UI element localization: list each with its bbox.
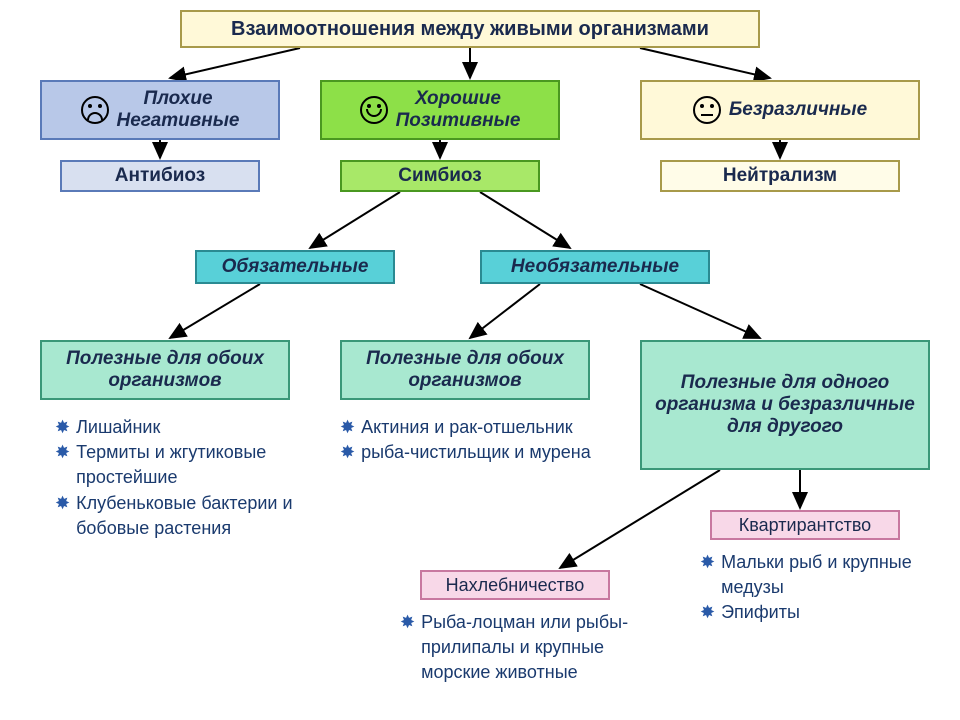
sub-neutral: Нейтрализм [660,160,900,192]
example-item: ✸Мальки рыб и крупные медузы [700,550,940,600]
neg-line1: Плохие [117,88,240,110]
sub-pos-text: Симбиоз [398,165,481,187]
leaf3-text: Полезные для одного организма и безразли… [648,372,922,438]
category-positive: Хорошие Позитивные [320,80,560,140]
example-item: ✸Рыба-лоцман или рыбы-прилипалы и крупны… [400,610,640,686]
neutral-face-icon [693,96,721,124]
bullet-star-icon: ✸ [55,491,70,516]
bullet-star-icon: ✸ [700,600,715,625]
happy-face-icon [360,96,388,124]
bullet-star-icon: ✸ [340,415,355,440]
pink-freeloading: Нахлебничество [420,570,610,600]
leaf1-text: Полезные для обоих организмов [48,348,282,392]
sub-negative: Антибиоз [60,160,260,192]
example-text: Лишайник [76,415,160,440]
example-text: Клубеньковые бактерии и бобовые растения [76,491,315,541]
bullet-star-icon: ✸ [400,610,415,635]
title-text: Взаимоотношения между живыми организмами [231,18,709,41]
example-text: Эпифиты [721,600,800,625]
example-item: ✸Термиты и жгутиковые простейшие [55,440,315,490]
pos-line1: Хорошие [396,88,521,110]
example-text: Актиния и рак-отшельник [361,415,573,440]
pos-line2: Позитивные [396,110,521,132]
sub-neu-text: Нейтрализм [723,165,837,187]
example-text: рыба-чистильщик и мурена [361,440,591,465]
example-text: Рыба-лоцман или рыбы-прилипалы и крупные… [421,610,640,686]
bullet-star-icon: ✸ [55,415,70,440]
category-negative: Плохие Негативные [40,80,280,140]
sub-positive: Симбиоз [340,160,540,192]
example-item: ✸Эпифиты [700,600,940,625]
example-item: ✸Лишайник [55,415,315,440]
neg-line2: Негативные [117,110,240,132]
category-neutral: Безразличные [640,80,920,140]
examples-col3: ✸Рыба-лоцман или рыбы-прилипалы и крупны… [400,610,640,686]
example-item: ✸Актиния и рак-отшельник [340,415,600,440]
neu-line1: Безразличные [729,99,867,121]
bullet-star-icon: ✸ [55,440,70,465]
sub-neg-text: Антибиоз [115,165,205,187]
type-obligatory: Обязательные [195,250,395,284]
pink1-text: Нахлебничество [446,575,585,596]
examples-col4: ✸Мальки рыб и крупные медузы✸Эпифиты [700,550,940,626]
obl-text: Обязательные [222,256,369,278]
bullet-star-icon: ✸ [700,550,715,575]
example-text: Мальки рыб и крупные медузы [721,550,940,600]
example-item: ✸рыба-чистильщик и мурена [340,440,600,465]
examples-col1: ✸Лишайник✸Термиты и жгутиковые простейши… [55,415,315,541]
leaf2-text: Полезные для обоих организмов [348,348,582,392]
example-text: Термиты и жгутиковые простейшие [76,440,315,490]
leaf-both-1: Полезные для обоих организмов [40,340,290,400]
bullet-star-icon: ✸ [340,440,355,465]
type-optional: Необязательные [480,250,710,284]
opt-text: Необязательные [511,256,679,278]
example-item: ✸Клубеньковые бактерии и бобовые растени… [55,491,315,541]
pink2-text: Квартирантство [739,515,871,536]
examples-col2: ✸Актиния и рак-отшельник✸рыба-чистильщик… [340,415,600,465]
leaf-one: Полезные для одного организма и безразли… [640,340,930,470]
title-box: Взаимоотношения между живыми организмами [180,10,760,48]
pink-lodging: Квартирантство [710,510,900,540]
leaf-both-2: Полезные для обоих организмов [340,340,590,400]
sad-face-icon [81,96,109,124]
